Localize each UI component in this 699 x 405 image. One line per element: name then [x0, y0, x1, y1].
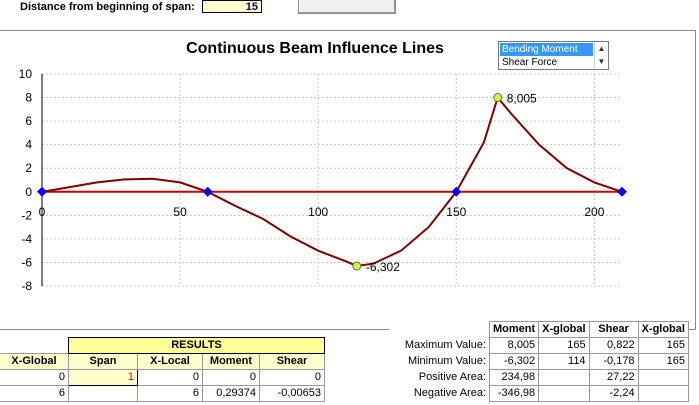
stats-cell: 165 — [637, 353, 689, 370]
results-cell: 0 — [0, 369, 69, 386]
results-header-xlocal: X-Local — [137, 353, 203, 370]
results-title: RESULTS — [68, 337, 325, 354]
stats-header-xglobal-2: X-global — [637, 321, 689, 338]
stats-cell: 0,822 — [588, 337, 639, 354]
listbox-option-bending-moment[interactable]: Bending Moment — [500, 43, 593, 56]
results-cell — [68, 385, 138, 402]
stats-cell: -2,24 — [588, 385, 639, 402]
extreme-point-label: -6,302 — [366, 260, 400, 274]
distance-input[interactable]: 15 — [202, 0, 262, 13]
stats-cell: 165 — [538, 337, 590, 354]
table-row: Minimum Value: -6,302 114 -0,178 165 — [389, 353, 689, 370]
x-tick-label: 100 — [308, 205, 328, 219]
stats-cell: -6,302 — [488, 353, 540, 370]
results-cell: 6 — [137, 385, 203, 402]
y-tick-label: 8 — [25, 91, 32, 105]
results-cell: -0,00653 — [259, 385, 325, 402]
stats-header-shear: Shear — [588, 321, 639, 338]
table-row: Positive Area: 234,98 27,22 — [389, 369, 689, 386]
stats-label: Maximum Value: — [389, 337, 490, 354]
results-header-shear: Shear — [259, 353, 325, 370]
influence-line-series — [41, 95, 623, 268]
stats-cell — [538, 369, 590, 386]
scroll-down-icon[interactable]: ▼ — [597, 57, 606, 66]
stats-label: Negative Area: — [389, 385, 490, 402]
x-tick-label: 200 — [584, 205, 604, 219]
stats-header-xglobal: X-global — [538, 321, 590, 338]
stats-cell: 114 — [538, 353, 590, 370]
stats-cell: 27,22 — [588, 369, 639, 386]
results-table: RESULTS X-Global Span X-Local Moment She… — [0, 337, 325, 402]
span-input[interactable]: 1 — [68, 369, 138, 386]
table-row: 6 6 0,29374 -0,00653 — [0, 385, 325, 402]
results-cell: 0 — [259, 369, 325, 386]
stats-header-moment: Moment — [488, 321, 540, 338]
stats-label: Positive Area: — [389, 369, 490, 386]
stats-cell: -346,98 — [488, 385, 540, 402]
calculate-button[interactable] — [298, 0, 396, 14]
stats-cell — [637, 369, 689, 386]
support-marker — [37, 186, 47, 197]
y-tick-label: 6 — [25, 114, 32, 128]
x-tick-label: 50 — [173, 205, 187, 219]
listbox-option-shear-force[interactable]: Shear Force — [502, 57, 558, 68]
distance-label: Distance from beginning of span: — [20, 1, 195, 13]
influence-type-listbox[interactable]: Bending Moment Shear Force ▲ ▼ — [498, 41, 609, 70]
x-tick-label: 150 — [446, 205, 466, 219]
support-marker — [451, 186, 462, 197]
y-tick-label: 2 — [25, 161, 32, 175]
y-tick-label: 10 — [19, 67, 33, 81]
results-header-moment: Moment — [202, 353, 260, 370]
results-cell: 0 — [202, 369, 260, 386]
table-row: Maximum Value: 8,005 165 0,822 165 — [389, 337, 689, 354]
stats-cell: 165 — [637, 337, 689, 354]
extreme-point-marker — [352, 261, 362, 271]
results-cell: 0,29374 — [202, 385, 260, 402]
y-tick-label: -6 — [21, 255, 32, 269]
results-spacer — [0, 337, 69, 354]
stats-table: Moment X-global Shear X-global Maximum V… — [389, 321, 689, 402]
y-tick-label: 0 — [25, 185, 32, 199]
stats-cell — [538, 385, 590, 402]
results-cell: 6 — [0, 385, 69, 402]
stats-cell: 234,98 — [488, 369, 540, 386]
listbox-scrollbar[interactable]: ▲ ▼ — [594, 42, 608, 69]
results-header-span: Span — [68, 353, 138, 370]
y-tick-label: -4 — [21, 232, 32, 246]
stats-cell: -0,178 — [588, 353, 639, 370]
stats-cell: 8,005 — [488, 337, 540, 354]
stats-cell — [637, 385, 689, 402]
y-tick-label: -8 — [21, 279, 32, 293]
table-row: 0 1 0 0 0 — [0, 369, 325, 386]
extreme-point-label: 8,005 — [507, 91, 537, 105]
y-tick-label: 4 — [25, 138, 32, 152]
support-marker — [617, 186, 627, 197]
results-cell: 0 — [137, 369, 203, 386]
extreme-point-marker — [493, 92, 503, 102]
chart-title: Continuous Beam Influence Lines — [186, 40, 444, 57]
y-tick-label: -2 — [21, 208, 32, 222]
stats-label: Minimum Value: — [389, 353, 490, 370]
stats-spacer — [389, 321, 490, 338]
results-header-xglobal: X-Global — [0, 353, 69, 370]
support-marker — [202, 186, 213, 197]
scroll-up-icon[interactable]: ▲ — [597, 44, 606, 53]
table-row: Negative Area: -346,98 -2,24 — [389, 385, 689, 402]
